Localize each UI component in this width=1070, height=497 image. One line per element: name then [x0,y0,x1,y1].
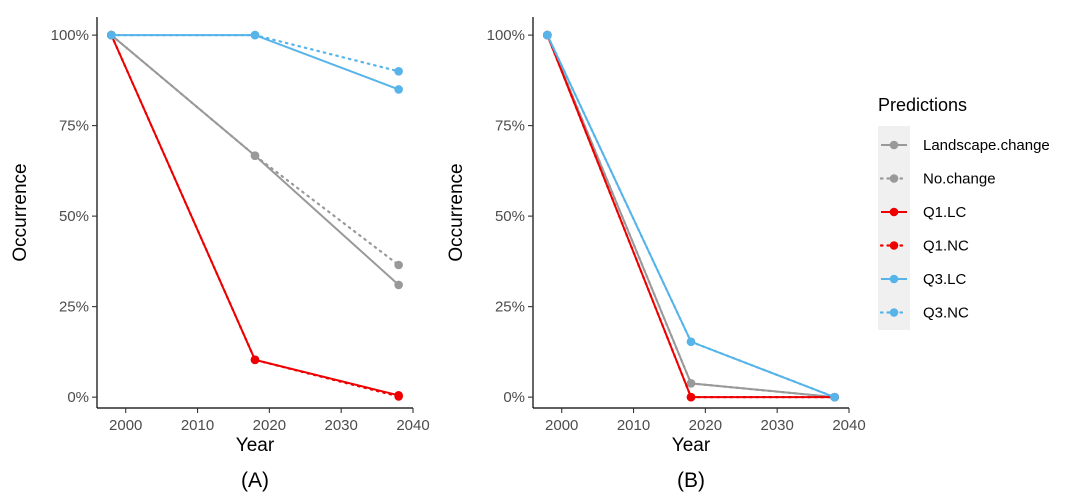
legend-label: Q1.LC [923,204,967,221]
legend-items: Landscape.change No.change Q1.LC Q1.NC Q3.LC… [879,137,1050,322]
data-point [543,30,552,40]
y-tick-label: 100% [51,27,89,44]
x-axis-title: Year [236,435,275,456]
y-tick-label: 75% [59,118,89,135]
legend-key-point [889,274,899,284]
legend-keys-background [878,126,910,330]
data-point [394,392,403,401]
series-line-q3-nc [110,34,400,73]
data-point [394,67,403,76]
legend-title: Predictions [878,95,967,115]
panel-label: (B) [677,469,705,492]
series-line-q1-nc [110,34,400,398]
legend: Predictions Landscape.change No.change Q1.… [878,95,1050,330]
legend-key-point [889,207,899,217]
series-line-q3-lc [111,34,399,91]
x-tick-label: 2030 [324,417,357,434]
data-point [394,85,403,94]
y-tick-label: 25% [59,299,89,316]
data-point [394,260,403,270]
x-tick-label: 2030 [760,417,793,434]
series-line-q1-lc [110,34,399,397]
panel-label: (A) [241,469,269,492]
legend-key-point [889,241,899,250]
legend-key-point [889,308,899,317]
legend-label: Landscape.change [923,137,1050,154]
legend-label: Q3.LC [923,271,967,288]
legend-label: No.change [923,171,996,188]
y-axis-title: Occurrence [10,163,31,261]
data-point [394,280,403,290]
y-tick-label: 75% [495,118,525,135]
x-tick-label: 2010 [617,417,650,434]
x-tick-label: 2040 [832,417,865,434]
y-tick-label: 100% [487,27,525,44]
legend-key-point [889,140,899,150]
x-axis-title: Year [672,435,711,456]
legend-label: Q3.NC [923,305,969,322]
data-point [107,30,116,40]
x-tick-label: 2020 [689,417,722,434]
legend-label: Q1.NC [923,238,969,255]
data-point [686,337,696,347]
series-line-no-change [110,34,400,267]
x-tick-label: 2010 [181,417,214,434]
y-tick-label: 50% [59,208,89,225]
data-point [250,355,260,365]
x-tick-label: 2000 [109,417,142,434]
data-point [250,30,260,40]
data-point [830,392,839,402]
data-point [686,379,696,388]
x-tick-label: 2020 [253,417,286,434]
y-tick-label: 25% [495,299,525,316]
y-axis-title: Occurrence [446,163,467,261]
y-tick-label: 0% [67,389,89,406]
y-tick-label: 0% [503,389,525,406]
legend-key-point [889,174,899,183]
x-tick-label: 2040 [396,417,429,434]
panel-a-chart: 0% 25% 50% 75% 100% 2000 2010 2020 2030 2040 Year O… [10,17,430,492]
data-point [250,151,260,160]
data-point [686,392,696,402]
y-tick-label: 50% [495,208,525,225]
x-tick-label: 2000 [545,417,578,434]
panel-b-chart: 0% 25% 50% 75% 100% 2000 2010 2020 2030 2040 Year O… [446,17,866,492]
